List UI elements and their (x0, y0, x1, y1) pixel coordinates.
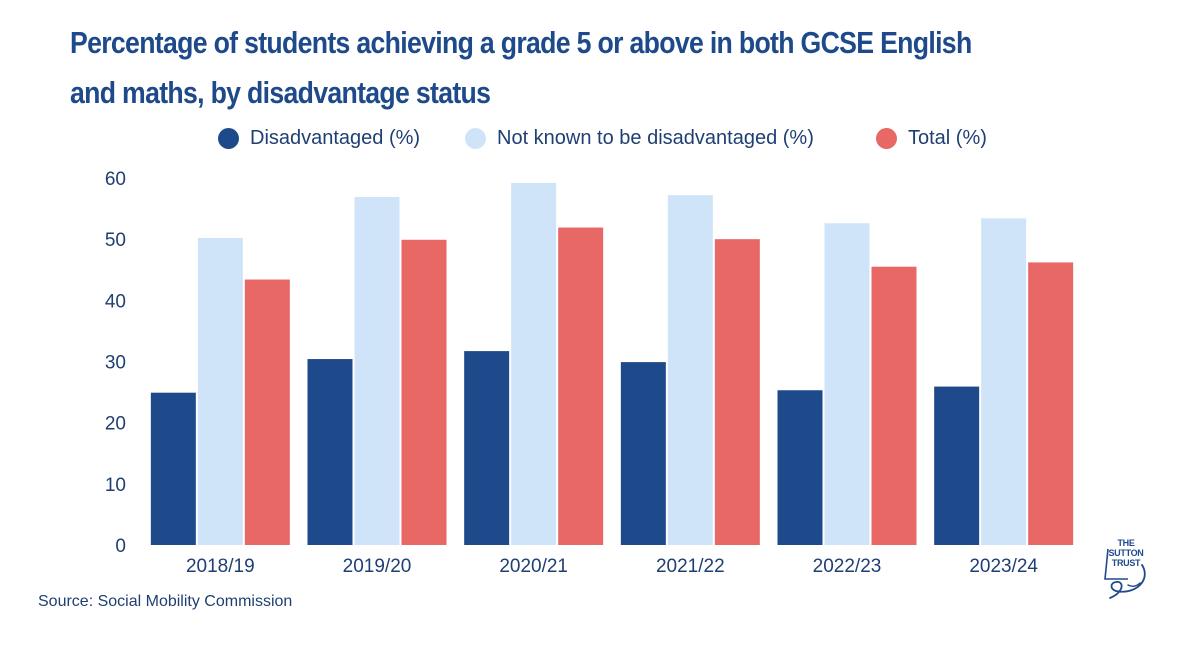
bar-2019-20-series-1 (354, 196, 400, 545)
legend-label-disadvantaged: Disadvantaged (%) (250, 126, 421, 149)
bar-2021-22-series-1 (667, 195, 713, 546)
legend-swatch-total (876, 127, 897, 149)
bar-2018-19-series-2 (244, 279, 290, 545)
legend-item-disadvantaged: Disadvantaged (%) (218, 122, 420, 154)
x-axis: 2018/19 2019/20 2020/21 2021/22 2022/23 2023/… (186, 556, 1038, 577)
bars (150, 182, 1074, 546)
legend-item-total: Total (%) (876, 122, 987, 154)
source-note: Source: Social Mobility Commission (38, 593, 293, 610)
y-tick-label: 50 (105, 230, 126, 251)
y-tick-label: 30 (105, 353, 126, 374)
bar-2019-20-series-0 (307, 359, 353, 545)
bar-2022-23-series-2 (871, 266, 917, 545)
x-tick-label: 2019/20 (343, 556, 412, 577)
legend-swatch-disadvantaged (218, 127, 239, 149)
bar-2022-23-series-1 (824, 223, 870, 545)
logo-word-1: THE (1117, 538, 1135, 548)
legend-label-total: Total (%) (908, 126, 987, 149)
chart-title: Percentage of students achieving a grade… (70, 25, 972, 110)
bar-2020-21-series-1 (511, 182, 557, 546)
y-axis: 0 10 20 30 40 50 60 (105, 169, 126, 557)
bar-2019-20-series-2 (401, 239, 447, 546)
x-tick-label: 2023/24 (969, 556, 1038, 577)
bar-2020-21-series-0 (464, 351, 510, 545)
x-tick-label: 2022/23 (813, 556, 882, 577)
bar-2020-21-series-2 (558, 227, 604, 546)
bar-2023-24-series-0 (934, 386, 980, 545)
bar-2018-19-series-0 (150, 392, 196, 545)
x-tick-label: 2021/22 (656, 556, 725, 577)
bar-2021-22-series-2 (714, 239, 760, 545)
bar-2022-23-series-0 (777, 390, 823, 545)
x-tick-label: 2020/21 (499, 556, 568, 577)
legend-swatch-not-disadvantaged (465, 127, 486, 149)
logo-mark-icon (1104, 548, 1146, 599)
y-tick-label: 20 (105, 414, 126, 435)
legend-label-not-disadvantaged: Not known to be disadvantaged (%) (497, 126, 814, 149)
bar-2021-22-series-0 (620, 362, 666, 545)
y-tick-label: 10 (105, 475, 126, 496)
x-tick-label: 2018/19 (186, 556, 255, 577)
logo-word-3: TRUST (1111, 558, 1141, 568)
bar-2023-24-series-2 (1028, 262, 1074, 545)
bar-2023-24-series-1 (981, 218, 1027, 545)
y-tick-label: 40 (105, 291, 126, 312)
chart-legend: Disadvantaged (%) Not known to be disadv… (0, 122, 1200, 154)
y-tick-label: 60 (105, 169, 126, 190)
legend-item-not-disadvantaged: Not known to be disadvantaged (%) (465, 122, 814, 154)
bar-2018-19-series-1 (197, 237, 243, 545)
logo-word-2: SUTTON (1108, 548, 1144, 558)
y-tick-label: 0 (115, 536, 126, 557)
sutton-trust-logo: THE SUTTON TRUST (1102, 535, 1150, 601)
